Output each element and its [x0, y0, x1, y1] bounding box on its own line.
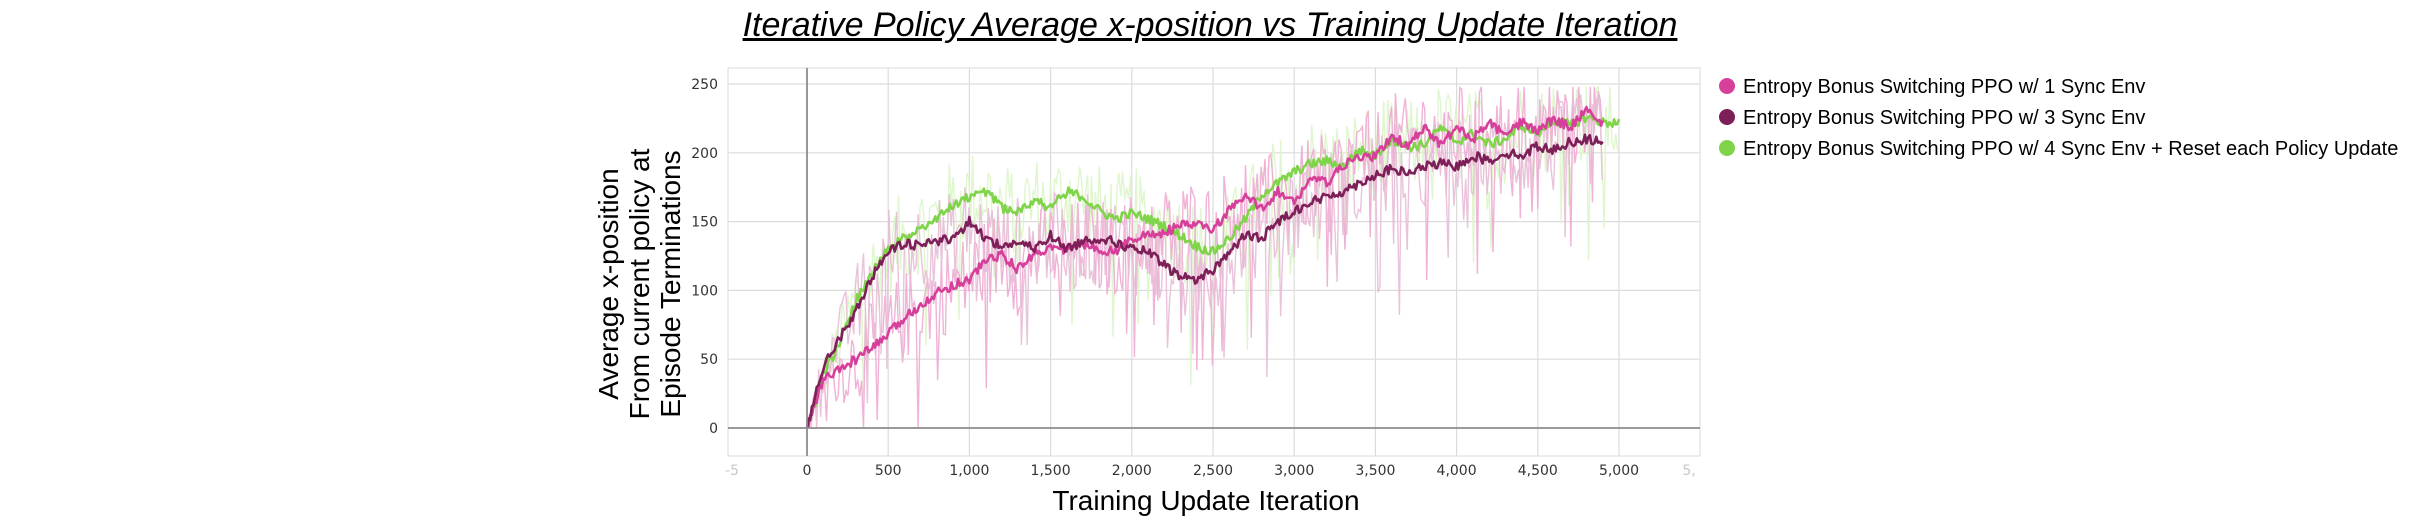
y-axis-title-line-2: From current policy at: [624, 148, 655, 419]
y-tick-label-1: 50: [700, 352, 718, 368]
legend-marker-1: [1719, 109, 1735, 125]
series-line-layer: [805, 105, 1621, 429]
series-line-2: [805, 113, 1621, 429]
tick-label-layer: 0 50 100 150 200 250 0 500 1,000 1,500 2,000 2,500 3…: [691, 77, 1695, 479]
x-tick-label-10: 5,000: [1599, 463, 1639, 479]
chart-title: Iterative Policy Average x-position vs T…: [742, 6, 1678, 44]
x-tick-label-4: 2,000: [1112, 463, 1152, 479]
x-tick-label-left-edge: -5: [725, 463, 739, 479]
x-tick-label-right-edge: 5,: [1682, 463, 1695, 479]
y-tick-label-2: 100: [691, 283, 718, 299]
x-tick-label-6: 3,000: [1274, 463, 1314, 479]
x-tick-label-7: 3,500: [1355, 463, 1395, 479]
x-tick-label-1: 500: [875, 463, 902, 479]
y-tick-label-5: 250: [691, 77, 718, 93]
y-tick-label-4: 200: [691, 146, 718, 162]
y-tick-label-0: 0: [709, 421, 718, 437]
legend-label-2: Entropy Bonus Switching PPO w/ 4 Sync En…: [1743, 138, 2398, 160]
legend: Entropy Bonus Switching PPO w/ 1 Sync En…: [1719, 76, 2398, 160]
raw-trace-1: [806, 94, 1603, 430]
legend-marker-2: [1719, 140, 1735, 156]
x-tick-label-9: 4,500: [1518, 463, 1558, 479]
y-axis-title-line-3: Episode Terminations: [655, 150, 686, 417]
x-axis-title: Training Update Iteration: [1052, 485, 1359, 516]
legend-marker-0: [1719, 78, 1735, 94]
x-tick-label-3: 1,500: [1031, 463, 1071, 479]
series-line-0: [806, 105, 1605, 428]
legend-label-1: Entropy Bonus Switching PPO w/ 3 Sync En…: [1743, 107, 2145, 129]
legend-label-0: Entropy Bonus Switching PPO w/ 1 Sync En…: [1743, 76, 2145, 98]
x-tick-label-2: 1,000: [949, 463, 989, 479]
series-line-1: [805, 133, 1604, 429]
y-tick-label-3: 150: [691, 215, 718, 231]
y-axis-title-line-1: Average x-position: [593, 168, 624, 399]
y-axis-title: Average x-position From current policy a…: [593, 148, 686, 419]
x-tick-label-8: 4,000: [1437, 463, 1477, 479]
x-tick-label-5: 2,500: [1193, 463, 1233, 479]
axis-layer: [728, 68, 1700, 456]
x-tick-label-0: 0: [803, 463, 812, 479]
